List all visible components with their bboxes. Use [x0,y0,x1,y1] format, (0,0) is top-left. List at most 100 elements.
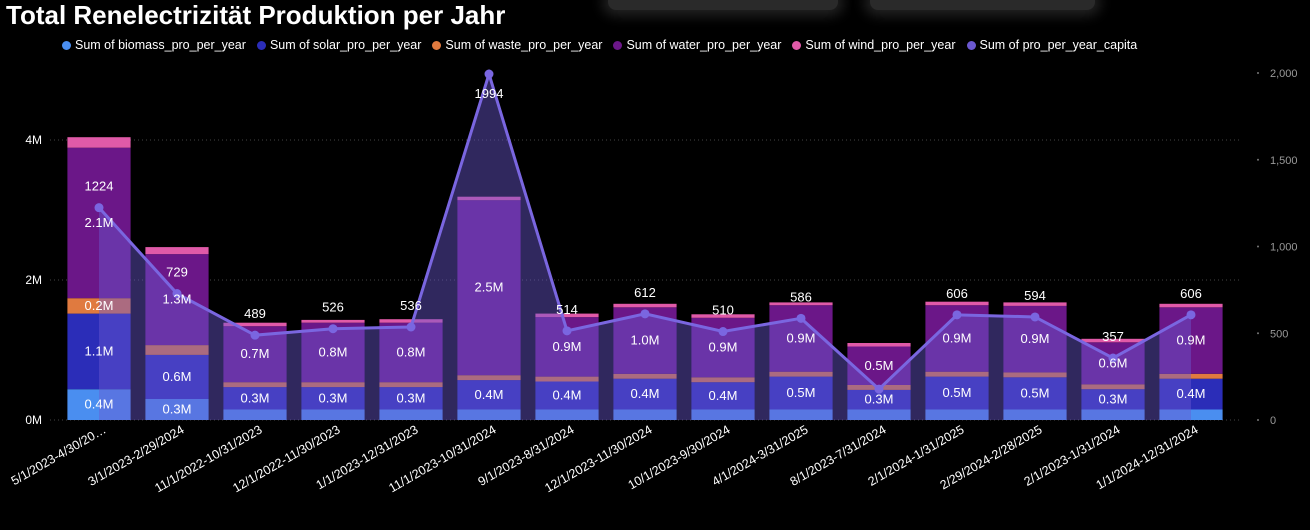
capita-label: 489 [244,306,266,321]
bar-segment [67,137,131,148]
y-left-tick: 0M [25,413,42,427]
data-label: 0.3M [865,392,894,407]
bar-segment [691,409,755,420]
bar-segment [1003,409,1067,420]
bar-segment [1159,303,1223,308]
y-right-tick-mark [1257,419,1259,421]
bar-segment [847,389,911,410]
bar-segment [691,377,755,383]
data-label: 0.4M [631,386,660,401]
bar-segment [67,313,131,390]
legend-label: Sum of solar_pro_per_year [269,38,422,52]
y-left-tick: 2M [25,273,42,287]
bar-segment [535,409,599,420]
y-right-tick-mark [1257,245,1259,248]
capita-label: 514 [556,302,578,317]
legend-item[interactable]: Sum of biomass_pro_per_year [62,38,246,52]
capita-point [1186,310,1196,320]
legend-item[interactable]: Sum of waste_pro_per_year [432,38,602,52]
bar-segment [847,343,911,347]
y-right-tick: 500 [1270,328,1288,340]
data-label: 0.8M [319,344,348,359]
legend-label: Sum of wind_pro_per_year [805,38,956,52]
bar-segment [847,346,911,385]
data-label: 1.3M [163,292,192,307]
data-label: 0.3M [163,402,192,417]
filter-pill-1[interactable] [608,0,838,10]
capita-label: 729 [166,265,188,280]
data-label: 0.9M [943,330,972,345]
capita-point [172,289,182,299]
capita-point [1030,312,1040,322]
capita-label: 586 [790,289,812,304]
legend-label: Sum of biomass_pro_per_year [75,38,246,52]
data-label: 0.3M [1099,391,1128,406]
bar-segment [145,399,209,420]
bar-segment [1159,373,1223,379]
data-label: 0.2M [85,298,114,313]
data-label: 0.5M [787,385,816,400]
data-label: 2.5M [475,280,504,295]
data-label: 0.9M [1177,333,1206,348]
legend-label: Sum of waste_pro_per_year [445,38,603,52]
capita-label: 606 [946,286,968,301]
legend-item[interactable]: Sum of solar_pro_per_year [256,38,422,52]
bar-segment [457,409,521,420]
filter-pill-2[interactable] [870,0,1095,10]
capita-point [562,326,572,336]
data-label: 0.3M [397,390,426,405]
data-label: 0.6M [1099,355,1128,370]
legend-item[interactable]: Sum of pro_per_year_capita [966,38,1138,52]
capita-point [796,313,806,323]
legend-item[interactable]: Sum of wind_pro_per_year [792,38,956,52]
capita-point [718,327,728,337]
data-label: 0.3M [241,390,270,405]
legend-marker [432,40,442,50]
legend-label: Sum of water_pro_per_year [626,38,782,52]
legend-marker [966,40,976,50]
bar-segment [67,298,131,314]
data-label: 0.4M [1177,386,1206,401]
bar-segment [535,376,599,382]
data-label: 0.6M [163,369,192,384]
bar-segment [457,196,521,201]
data-label: 0.4M [475,387,504,402]
bar-segment [457,200,521,376]
bar-segment [1003,372,1067,378]
legend-marker [62,40,71,50]
capita-label: 510 [712,303,734,318]
capita-label: 606 [1180,286,1202,301]
y-right-tick: 1,000 [1270,242,1298,254]
data-label: 0.9M [1021,331,1050,346]
bar-segment [847,409,911,420]
bar-segment [925,409,989,420]
data-label: 2.1M [85,215,114,230]
legend-item[interactable]: Sum of water_pro_per_year [613,38,781,52]
bar-segment [379,409,443,420]
capita-point [94,203,104,213]
data-label: 0.9M [709,340,738,355]
bar-segment [1003,377,1067,410]
bar-segment [301,382,365,388]
legend-marker [613,40,623,50]
bar-segment [613,303,677,308]
bar-segment [769,302,833,306]
bar-segment [379,319,443,323]
capita-label: 357 [1102,329,1124,344]
legend-marker [792,40,802,50]
bar-segment [535,381,599,410]
bar-segment [1159,409,1223,420]
bar-segment [67,389,131,420]
y-left-tick: 4M [25,133,42,147]
y-right-tick: 2,000 [1270,68,1298,80]
bar-segment [691,314,755,318]
bar-segment [1081,409,1145,420]
bar-segment [613,409,677,420]
legend-label: Sum of pro_per_year_capita [979,38,1138,52]
data-label: 0.9M [553,339,582,354]
y-right-tick-mark [1257,158,1259,161]
y-right-tick-mark [1257,332,1259,335]
data-label: 0.7M [241,346,270,361]
capita-point [406,322,416,332]
capita-point [874,384,884,394]
